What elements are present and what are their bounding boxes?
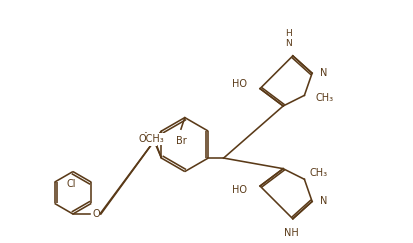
Text: N: N [320,197,327,207]
Text: CH₃: CH₃ [309,168,328,179]
Text: HO: HO [232,79,247,89]
Text: Br: Br [176,136,186,146]
Text: methoxy: methoxy [148,140,154,142]
Text: HO: HO [232,185,247,195]
Text: NH: NH [283,228,298,238]
Text: CH₃: CH₃ [316,93,334,103]
Text: Cl: Cl [66,179,76,189]
Text: O: O [149,136,157,146]
Text: OCH₃: OCH₃ [139,134,165,144]
Text: methoxy: methoxy [137,129,143,130]
Text: N: N [320,68,327,78]
Text: H
N: H N [286,29,292,48]
Text: O: O [92,209,100,219]
